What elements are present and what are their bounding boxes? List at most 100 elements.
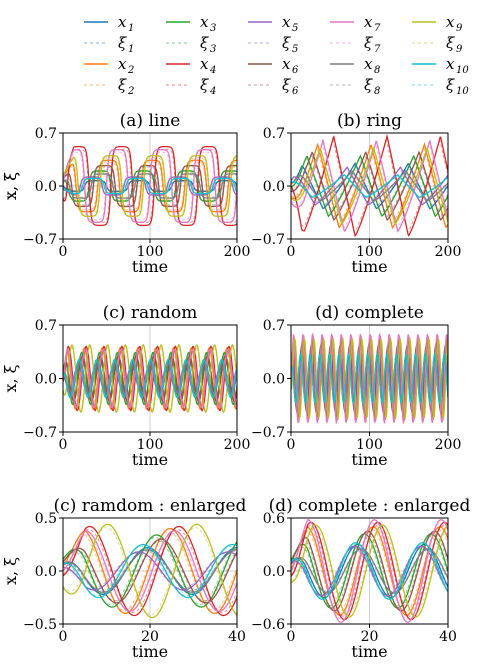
x-axis-label: time [351,450,387,469]
series-group [63,523,237,619]
legend-subscript: 3 [210,44,216,55]
y-tick-label: 0.0 [263,179,285,195]
series-xi7 [291,335,448,422]
series-xi6 [63,356,237,401]
legend-subscript: 3 [210,23,216,34]
series-x9 [63,155,237,217]
y-tick-label: 0.0 [35,564,57,580]
series-x8 [63,173,237,199]
series-xi10 [291,544,448,598]
series-group [63,343,237,414]
legend-label: ξ [118,76,127,94]
series-xi9 [63,346,237,411]
series-x10 [63,358,237,399]
series-x10 [63,177,237,195]
x-tick-label: 0 [59,437,68,453]
y-tick-label: −0.5 [23,617,57,633]
y-tick-label: 0.7 [263,318,285,334]
series-xi10 [63,178,237,194]
series-xi10 [291,174,448,198]
y-tick-label: 0.0 [35,179,57,195]
x-axis-label: time [351,257,387,276]
y-tick-label: −0.7 [251,425,285,441]
legend-subscript: 6 [292,65,299,76]
legend-subscript: 5 [292,44,298,55]
y-tick-label: 0.0 [263,564,285,580]
series-xi10 [63,545,237,597]
legend-label: x [200,55,209,73]
series-xi9 [63,157,237,215]
legend-subscript: 9 [456,23,463,34]
legend-subscript: 7 [374,23,381,34]
series-xi6 [63,166,237,206]
panel: 0 100 200 0.7 0.0 −0.7 (c) random time x, ξ [1,303,250,469]
series-x6 [63,164,237,208]
series-xi4 [291,138,448,234]
legend-label: ξ [446,76,455,94]
legend-subscript: 4 [209,65,216,76]
series-group [63,145,237,227]
y-tick-label: 0.7 [263,126,285,142]
series-x9 [63,523,237,619]
series-x10 [291,173,448,199]
series-xi7 [63,350,237,407]
x-tick-label: 200 [224,437,251,453]
x-tick-label: 0 [59,629,68,645]
x-axis-label: time [132,450,168,469]
x-tick-label: 0 [287,629,296,645]
x-tick-label: 100 [356,244,383,260]
series-x6 [291,530,448,612]
x-axis-label: time [132,257,168,276]
x-tick-label: 40 [228,629,246,645]
x-tick-label: 100 [137,244,164,260]
series-xi4 [63,529,237,613]
legend: x 1ξ 1x 2ξ 2x 3ξ 3x 4ξ 4x 5ξ 5x 6ξ 6x 7ξ 7x 8ξ 8x 9ξ 9x 10ξ… [84,13,469,97]
series-xi7 [291,522,448,620]
series-xi3 [63,171,237,201]
series-xi8 [63,363,237,394]
y-tick-label: −0.6 [251,617,285,633]
panel-title: (c) ramdom : enlarged [54,496,247,516]
series-xi10 [63,360,237,397]
series-xi1 [291,545,448,597]
legend-subscript: 1 [128,23,134,34]
y-tick-label: 0.7 [35,126,57,142]
series-xi6 [291,152,448,219]
series-x7 [63,149,237,223]
legend-label: x [446,13,455,31]
series-group [291,519,448,623]
legend-subscript: 7 [374,44,381,55]
panel-title: (d) complete : enlarged [269,496,471,516]
series-x5 [291,166,448,206]
legend-subscript: 2 [127,86,134,97]
y-axis-label: x, ξ [1,364,20,392]
series-xi2 [291,145,448,226]
series-xi5 [291,547,448,595]
panel-title: (a) line [120,111,181,131]
legend-subscript: 8 [374,86,380,97]
legend-label: ξ [282,76,291,94]
panel-title: (c) random [103,303,198,323]
legend-entry: x 10 [412,55,469,76]
series-xi7 [63,151,237,221]
y-tick-label: 0.5 [35,511,57,527]
series-x7 [291,519,448,623]
series-x4 [63,145,237,227]
series-group [291,133,448,237]
series-x5 [63,551,237,591]
series-group [291,331,448,425]
legend-subscript: 8 [374,65,380,76]
series-x3 [291,154,448,218]
y-tick-label: −0.7 [23,425,57,441]
series-x2 [63,527,237,615]
